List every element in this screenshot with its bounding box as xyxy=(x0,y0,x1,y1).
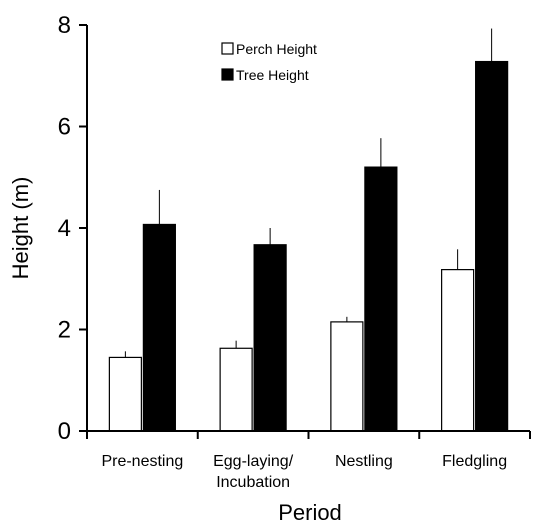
bar-perch-2 xyxy=(331,322,363,431)
legend-swatch-perch xyxy=(222,43,233,54)
legend: Perch Height Tree Height xyxy=(222,41,317,83)
y-tick-label: 6 xyxy=(58,114,71,141)
bar-tree-1 xyxy=(254,245,286,431)
bar-tree-2 xyxy=(365,167,397,431)
bar-perch-3 xyxy=(442,270,474,431)
x-axis-title: Period xyxy=(278,500,342,525)
plot-area xyxy=(109,29,507,431)
y-tick-label: 8 xyxy=(58,12,71,39)
y-axis-title: Height (m) xyxy=(8,177,33,280)
x-tick-label: Incubation xyxy=(216,474,290,491)
y-tick-label: 0 xyxy=(58,418,71,445)
legend-label-perch: Perch Height xyxy=(236,41,317,57)
legend-swatch-tree xyxy=(222,69,233,80)
x-tick-label: Fledgling xyxy=(442,453,507,470)
x-tick-label: Nestling xyxy=(335,453,393,470)
bar-perch-1 xyxy=(220,348,252,431)
x-tick-label: Egg-laying/ xyxy=(213,453,294,470)
bar-perch-0 xyxy=(109,357,141,431)
y-tick-label: 2 xyxy=(58,317,71,344)
bar-tree-3 xyxy=(476,62,508,431)
y-tick-label: 4 xyxy=(58,215,71,242)
bar-tree-0 xyxy=(143,224,175,431)
x-tick-label: Pre-nesting xyxy=(101,453,183,470)
legend-label-tree: Tree Height xyxy=(236,67,309,83)
